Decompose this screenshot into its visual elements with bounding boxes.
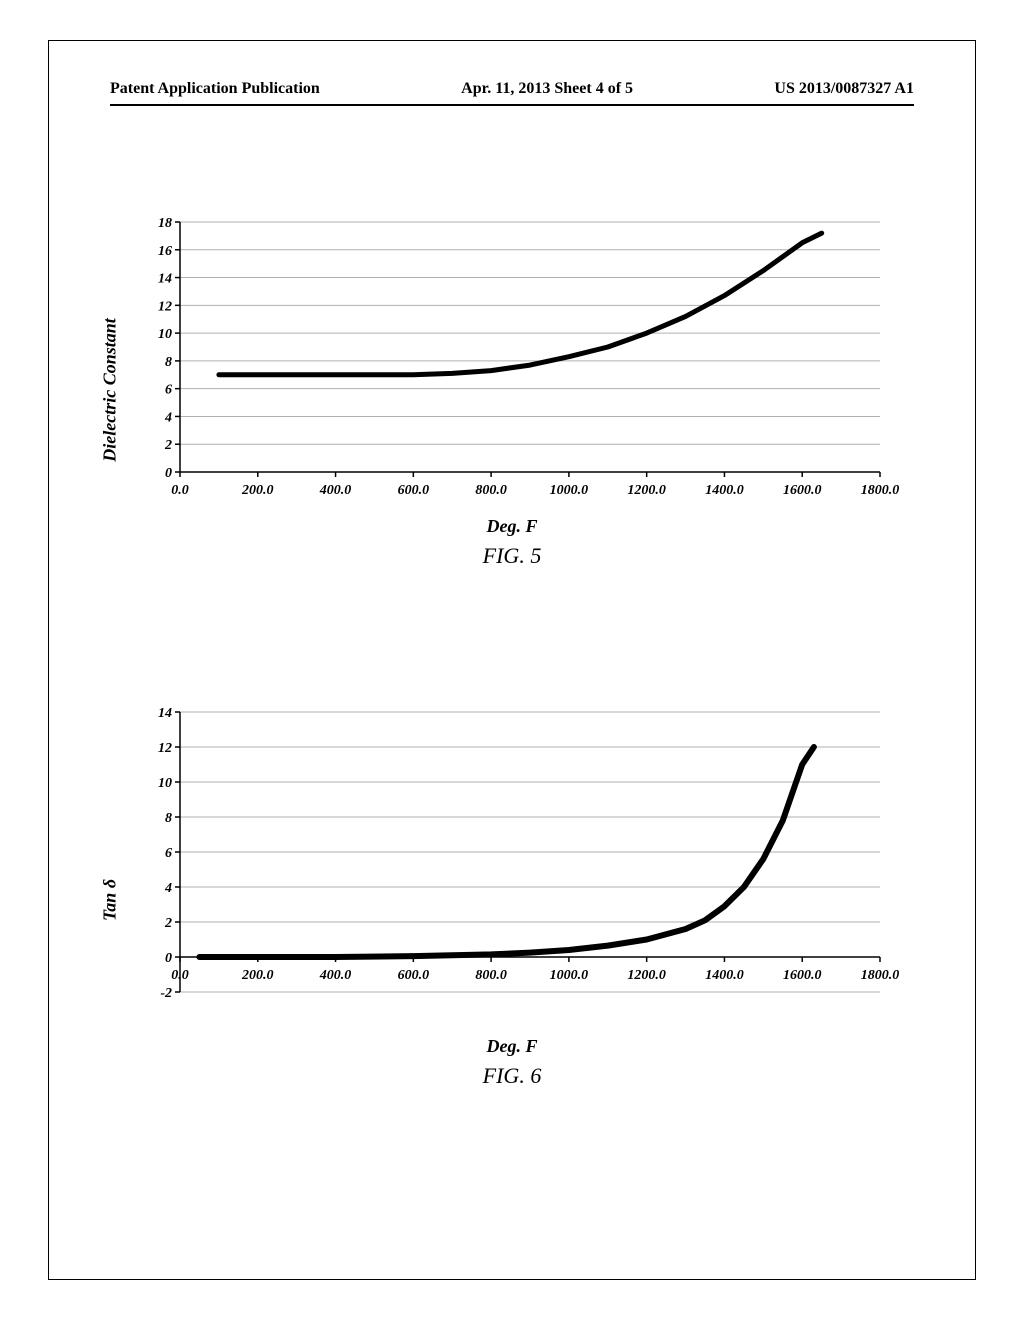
svg-text:6: 6: [165, 846, 172, 861]
svg-text:600.0: 600.0: [398, 968, 430, 983]
svg-text:0.0: 0.0: [171, 968, 189, 983]
svg-text:0: 0: [165, 951, 172, 966]
header-center: Apr. 11, 2013 Sheet 4 of 5: [461, 80, 633, 98]
svg-text:4: 4: [164, 881, 172, 896]
fig6-plot: Tan δ -2024681012140.0200.0400.0600.0800…: [120, 700, 904, 1100]
fig5-chart-svg: 0 2 4 6 8 10 12 14 16 18 0.0 200.0 400.0 600.0 800.0 10…: [120, 210, 900, 512]
fig5-xlabel: Deg. F: [120, 516, 904, 537]
svg-text:1200.0: 1200.0: [627, 968, 666, 983]
svg-text:1200.0: 1200.0: [627, 483, 666, 498]
svg-text:1600.0: 1600.0: [783, 483, 822, 498]
svg-text:1800.0: 1800.0: [861, 968, 900, 983]
svg-text:800.0: 800.0: [475, 483, 507, 498]
svg-text:0: 0: [165, 466, 172, 481]
fig6-caption: FIG. 6: [120, 1063, 904, 1089]
fig5-caption: FIG. 5: [120, 543, 904, 569]
svg-text:10: 10: [158, 327, 172, 342]
svg-text:6: 6: [165, 383, 172, 398]
svg-text:18: 18: [158, 216, 172, 231]
svg-text:14: 14: [158, 272, 172, 287]
figure-5: Dielectric Constant 0246810121416180.020…: [120, 210, 904, 570]
svg-text:200.0: 200.0: [241, 483, 274, 498]
svg-text:0.0: 0.0: [171, 483, 189, 498]
svg-text:4: 4: [164, 410, 172, 425]
svg-text:200.0: 200.0: [241, 968, 274, 983]
svg-text:16: 16: [158, 244, 172, 259]
fig6-ylabel: Tan δ: [100, 879, 121, 921]
fig6-chart-svg: -2 0 2 4 6 8 10 12 14 0.0 200.0 400.0 600.0 800.0 1000…: [120, 700, 900, 1032]
svg-text:12: 12: [158, 299, 172, 314]
figure-6: Tan δ -2024681012140.0200.0400.0600.0800…: [120, 700, 904, 1100]
svg-text:1000.0: 1000.0: [550, 968, 589, 983]
svg-text:8: 8: [165, 811, 172, 826]
svg-text:400.0: 400.0: [319, 483, 352, 498]
fig5-plot: Dielectric Constant 0246810121416180.020…: [120, 210, 904, 570]
svg-text:1400.0: 1400.0: [705, 968, 744, 983]
svg-text:2: 2: [164, 916, 172, 931]
header-left: Patent Application Publication: [110, 80, 320, 98]
svg-text:8: 8: [165, 355, 172, 370]
svg-text:12: 12: [158, 741, 172, 756]
svg-text:14: 14: [158, 706, 172, 721]
svg-text:1800.0: 1800.0: [861, 483, 900, 498]
svg-text:1600.0: 1600.0: [783, 968, 822, 983]
svg-text:-2: -2: [160, 986, 172, 1001]
svg-text:600.0: 600.0: [398, 483, 430, 498]
svg-text:1000.0: 1000.0: [550, 483, 589, 498]
svg-text:1400.0: 1400.0: [705, 483, 744, 498]
svg-text:2: 2: [164, 438, 172, 453]
header-right: US 2013/0087327 A1: [774, 80, 914, 98]
header-rule: [110, 104, 914, 106]
fig5-ylabel: Dielectric Constant: [100, 318, 121, 462]
svg-text:800.0: 800.0: [475, 968, 507, 983]
fig6-xlabel: Deg. F: [120, 1036, 904, 1057]
page-header: Patent Application Publication Apr. 11, …: [110, 80, 914, 98]
svg-text:10: 10: [158, 776, 172, 791]
svg-text:400.0: 400.0: [319, 968, 352, 983]
